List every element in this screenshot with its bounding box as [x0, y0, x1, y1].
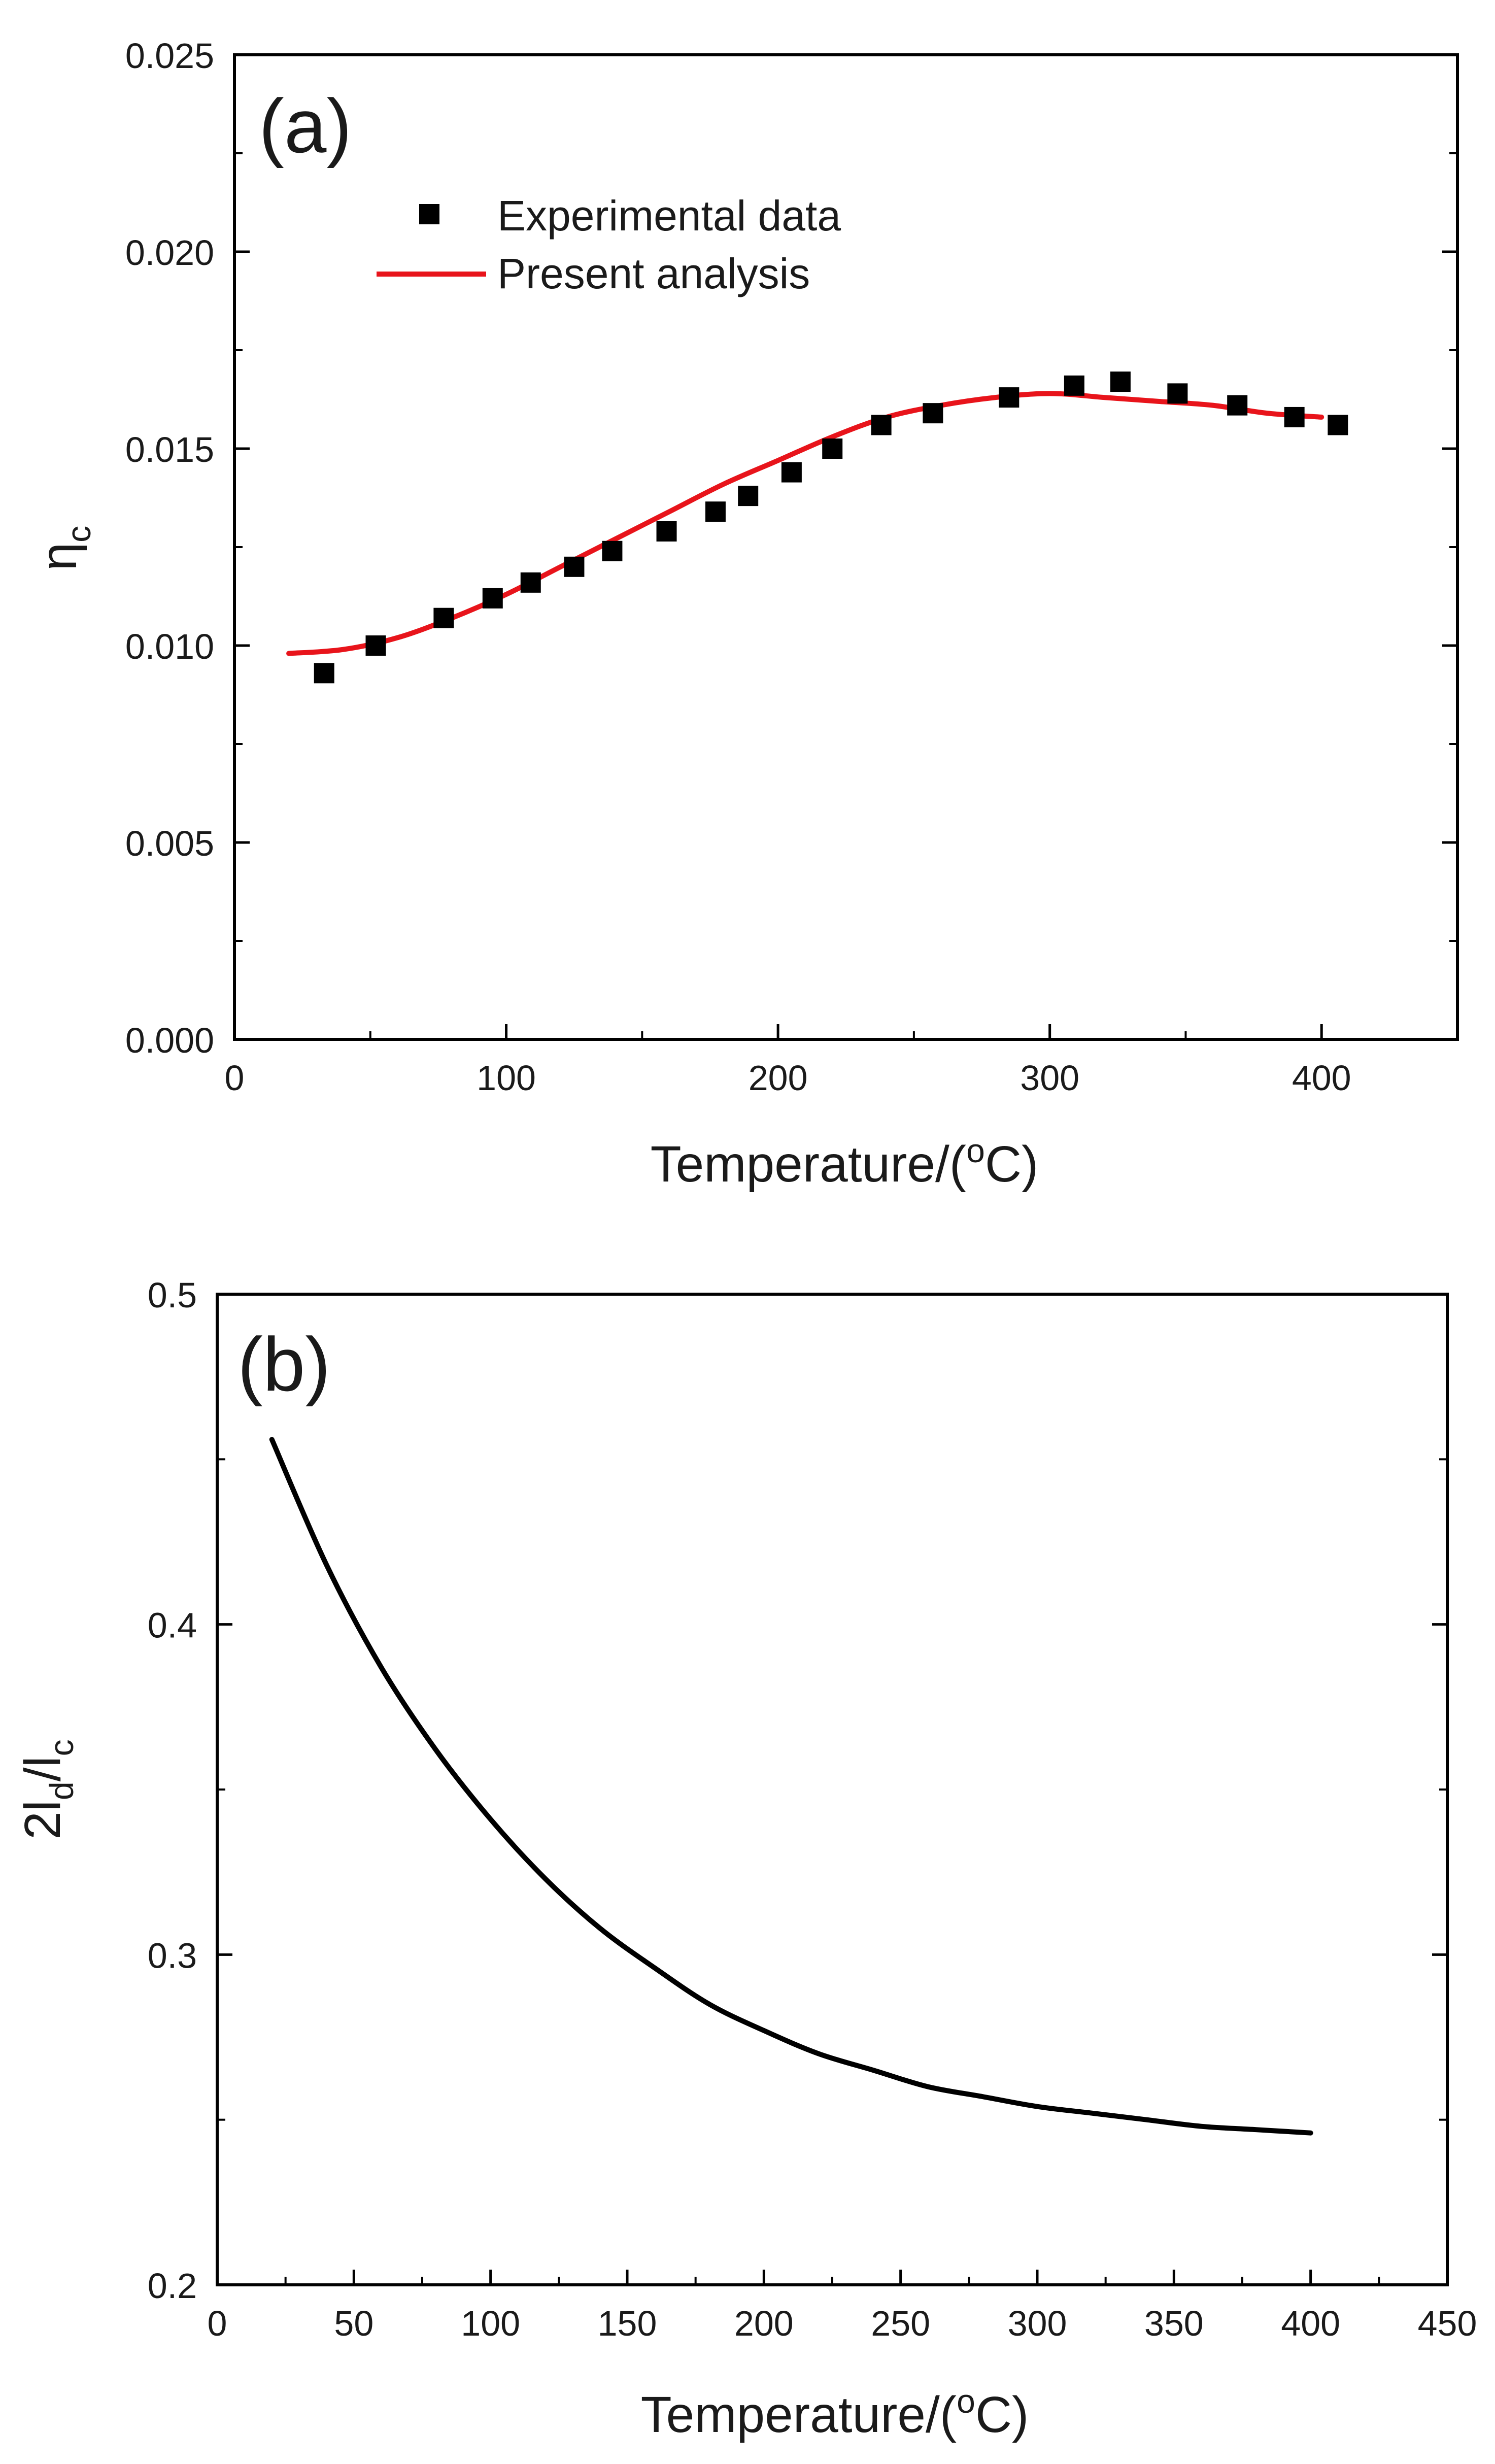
panel-b-line-layer: [269, 1437, 1313, 2136]
panel-b-x-axis-title: Temperature/(oC): [641, 2382, 1029, 2443]
panel-b-ylabel-mid: /l: [14, 1756, 71, 1781]
panel-a-y-axis-title: ηc: [30, 526, 97, 571]
panel-a-label: (a): [259, 83, 352, 168]
x-tick-label: 200: [734, 2304, 794, 2343]
ratio-curve-line: [269, 1437, 1313, 2136]
panel-a-tick-labels: 0 100 200 300 400 0.000 0.005 0.010 0.015 0.020 0.…: [125, 36, 1351, 1098]
panel-a-legend: Experimental data Present analysis: [377, 192, 841, 297]
legend-experimental-label: Experimental data: [497, 192, 841, 240]
legend-experimental-marker: [419, 204, 439, 224]
y-tick-label: 0.025: [125, 36, 214, 76]
experimental-data-point: [1167, 383, 1188, 404]
experimental-data-point: [999, 387, 1020, 408]
experimental-data-point: [602, 541, 623, 561]
panel-b-ticks: [216, 1293, 1449, 2286]
panel-b-ylabel-sub: d: [43, 1781, 80, 1800]
y-tick-label: 0.000: [125, 1021, 214, 1060]
x-tick-label: 100: [477, 1058, 536, 1098]
y-tick-label: 0.010: [125, 627, 214, 666]
y-tick-label: 0.3: [148, 1936, 197, 1975]
x-tick-label: 50: [334, 2304, 373, 2343]
panel-a-xlabel-tail: C): [985, 1136, 1039, 1193]
experimental-data-point: [314, 663, 334, 684]
present-analysis-line: [286, 391, 1324, 656]
experimental-data-point: [520, 572, 541, 593]
y-tick-label: 0.2: [148, 2266, 197, 2306]
x-tick-label: 150: [598, 2304, 657, 2343]
experimental-data-point: [705, 501, 726, 522]
x-tick-label: 350: [1144, 2304, 1204, 2343]
panel-b-y-axis-title: 2ld/lc: [14, 1739, 80, 1840]
y-tick-label: 0.005: [125, 824, 214, 863]
panel-a-ylabel-main: η: [30, 543, 87, 571]
y-tick-label: 0.015: [125, 430, 214, 469]
experimental-data-point: [822, 438, 843, 459]
panel-a-xlabel-sup: o: [966, 1132, 985, 1169]
legend-present-label: Present analysis: [497, 250, 810, 297]
x-tick-label: 400: [1281, 2304, 1340, 2343]
experimental-data-point: [656, 521, 677, 542]
experimental-data-point: [564, 556, 585, 577]
x-tick-label: 400: [1292, 1058, 1351, 1098]
panel-b-tick-labels: 0 50 100 150 200 250 300 350 400 450 0.2 0.3 0.4 0.5: [148, 1275, 1477, 2343]
x-tick-label: 300: [1008, 2304, 1067, 2343]
x-tick-label: 0: [225, 1058, 245, 1098]
experimental-data-point: [482, 588, 503, 609]
x-tick-label: 200: [749, 1058, 808, 1098]
experimental-data-point: [1328, 415, 1348, 435]
panel-a-line-layer: [286, 391, 1324, 656]
panel-a-ticks: [233, 53, 1457, 1041]
y-tick-label: 0.020: [125, 233, 214, 273]
experimental-data-point: [365, 635, 386, 656]
x-tick-label: 100: [461, 2304, 520, 2343]
experimental-data-point: [1064, 375, 1084, 396]
experimental-data-point: [923, 403, 943, 424]
panel-b: 0 50 100 150 200 250 300 350 400 4500.20.30.40.5 …: [14, 1275, 1477, 2443]
experimental-data-point: [1227, 395, 1248, 416]
x-tick-label: 250: [871, 2304, 930, 2343]
panel-b-xlabel-sup: o: [957, 2382, 975, 2420]
panel-a-marker-layer: [314, 372, 1348, 684]
experimental-data-point: [871, 415, 892, 435]
panel-a-ylabel-sub: c: [60, 526, 97, 543]
panel-b-ylabel-main: 2l: [14, 1800, 71, 1840]
experimental-data-point: [1284, 407, 1305, 427]
experimental-data-point: [781, 462, 802, 483]
panel-b-label: (b): [237, 1322, 330, 1407]
panel-b-xlabel-tail: C): [975, 2386, 1029, 2443]
x-tick-label: 300: [1020, 1058, 1079, 1098]
panel-b-ylabel-sub2: c: [43, 1739, 80, 1756]
panel-b-xlabel-main: Temperature/(: [641, 2386, 957, 2443]
experimental-data-point: [738, 486, 759, 507]
panel-a-xlabel-main: Temperature/(: [651, 1136, 966, 1193]
x-tick-label: 450: [1418, 2304, 1477, 2343]
panel-a: 0 100 200 300 400 0.000 0.005 0.010 0.015 0.020 0.…: [30, 36, 1459, 1193]
experimental-data-point: [433, 607, 454, 628]
experimental-data-point: [1110, 372, 1131, 392]
panel-a-x-axis-title: Temperature/(oC): [651, 1132, 1039, 1193]
y-tick-label: 0.4: [148, 1606, 197, 1645]
y-tick-label: 0.5: [148, 1275, 197, 1315]
x-tick-label: 0: [208, 2304, 227, 2343]
